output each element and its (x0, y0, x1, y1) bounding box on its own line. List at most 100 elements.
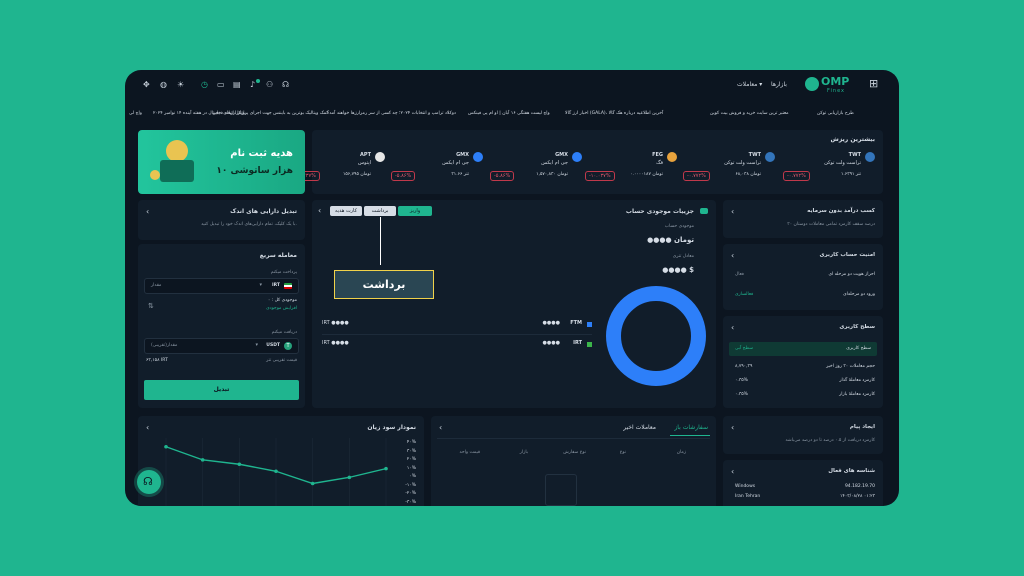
tab-gift-card[interactable]: کارت هدیه (330, 206, 362, 216)
pnl-point[interactable] (274, 469, 278, 474)
coin-card[interactable]: APT اپتوس ۱۵۶,۷۹۵ تومان -۷.۴۳۷% (293, 152, 385, 188)
level-row-label: کارمزد معاملهٔ بازار (839, 392, 875, 397)
tab-deposit[interactable]: واریز (398, 206, 432, 216)
chart-title: نمودار سود زیان (367, 424, 416, 431)
coin-name: اپتوس (358, 160, 371, 166)
coin-symbol: TWT (848, 152, 861, 158)
col-order-type: نوع سفارش (563, 450, 586, 455)
signup-banner[interactable]: هدیه ثبت نام ۱۰ هزار ساتوشی (138, 130, 305, 194)
chevron-left-icon[interactable]: ‹ (146, 207, 150, 216)
tab-recent-trades[interactable]: معاملات اخیر (623, 424, 656, 431)
panel-title: بیشترین ریزش (830, 136, 875, 143)
holding-row[interactable]: IRT ●●●● IRT ●●●● (322, 338, 592, 352)
increase-balance-link[interactable]: افزایش موجودی (266, 306, 297, 311)
y-tick-label: ۳۰% (406, 448, 416, 454)
coin-symbol: GMX (456, 152, 469, 158)
session-time: ۱۴۰۳/۰۸/۲۸ ۰۱:۲۳ (840, 494, 875, 499)
coin-card[interactable]: TWT تراست ولت توکن ۱.۶۳۹۱ تتر -۰.۷۷۲% (783, 152, 875, 188)
pnl-point[interactable] (200, 458, 205, 462)
app-window: ⊞ OMP Finex بازارها معاملات ▾ ☊ ⚇ ♪ ▤ ▭ … (125, 70, 899, 506)
coin-card[interactable]: GMX جی ام ایکس ۱,۵۷۰,۸۳۰ تومان -۵.۸۶% (490, 152, 582, 188)
convert-submit-button[interactable]: تبدیل (144, 380, 299, 400)
triangle-icon (572, 152, 582, 162)
alerts-panel[interactable]: ایجاد پیام کارمزد دریافت از ۰.۵ درصد تا … (723, 416, 883, 454)
triangle-icon (473, 152, 483, 162)
chevron-left-icon[interactable]: ‹ (731, 251, 735, 260)
alerts-desc: کارمزد دریافت از ۰.۵ درصد تا دو درصد می‌… (785, 438, 875, 443)
chevron-left-icon[interactable]: ‹ (439, 423, 443, 432)
ticker-item[interactable]: معتبر ترین سایت خرید و فروش بیت کوین (710, 111, 789, 116)
ticker-item[interactable]: کمک ویتالیک بوترین به بایننس جهت اجرای پ… (213, 111, 329, 116)
chevron-left-icon[interactable]: ‹ (731, 423, 735, 432)
ticker-item[interactable]: دوکلاد ترامپ و انتخابات ۲۰۲۴؛ چه کسی از … (327, 111, 456, 116)
tab-withdraw[interactable]: برداشت (364, 206, 396, 216)
chevron-left-icon[interactable]: ‹ (731, 207, 735, 216)
tab-open-orders[interactable]: سفارشات باز (674, 424, 708, 431)
chevron-down-icon: ▾ (259, 282, 262, 288)
logo-mark-icon (805, 77, 819, 91)
chevron-left-icon[interactable]: ‹ (731, 467, 735, 476)
wallet-panel: جزییات موجودی حساب واریز برداشت کارت هدی… (312, 200, 716, 408)
convert-assets-panel[interactable]: تبدیل دارایی های اندک با یک کلیک، تمام د… (138, 200, 305, 240)
nav-trades[interactable]: معاملات ▾ (737, 81, 763, 88)
user-icon[interactable]: ⚇ (266, 80, 274, 89)
chevron-left-icon[interactable]: ‹ (731, 323, 735, 332)
empty-state-icon (545, 474, 577, 506)
settings-icon[interactable]: ✥ (143, 80, 150, 89)
ticker-item[interactable]: اخبار ارز گالا (GALA)، آخرین اطلاعیه درب… (565, 111, 664, 116)
row-irt: IRT ●●●● (322, 340, 349, 346)
bell-icon[interactable]: ♪ (250, 80, 256, 89)
pnl-point[interactable] (347, 475, 352, 480)
receive-input[interactable]: مقدار(تقریبی) T USDT ▾ (144, 338, 299, 354)
rate-label: قیمت تقریبی تتر (266, 358, 297, 363)
ticker-item[interactable]: طرح بازاریابی توکن (817, 111, 854, 116)
coin-card[interactable]: FEG فگ ۰.۰۰۰۰۱۸۷ تومان -۱۰.۰۳۷% (585, 152, 677, 188)
y-tick-label: -۲۰% (405, 491, 416, 496)
clock-icon[interactable]: ◷ (201, 80, 208, 89)
pay-currency[interactable]: IRT (271, 283, 280, 288)
pnl-point[interactable] (164, 444, 168, 449)
ftm-color-dot (587, 322, 592, 327)
ticker-item[interactable]: واچ لی (129, 111, 142, 116)
wallet-icon[interactable]: ▭ (217, 80, 225, 89)
pnl-point[interactable] (384, 466, 388, 471)
support-chat-button[interactable]: ☊ (137, 470, 161, 494)
nav-markets[interactable]: بازارها (771, 81, 787, 88)
level-row-value: ۰.۳۵% (735, 392, 748, 397)
income-panel[interactable]: کسب درآمد بدون سرمایه ۳۰ درصد سقف کارمزد… (723, 200, 883, 238)
y-tick-label: ۲۰% (406, 457, 416, 462)
swap-icon[interactable]: ⇅ (148, 302, 154, 310)
session-location: Iran Tehran (735, 494, 761, 499)
tabs-divider (437, 438, 710, 439)
pay-input[interactable]: مقدار IRT ▾ (144, 278, 299, 294)
coin-card[interactable]: GMX جی ام ایکس ۳۱.۶۶ تتر -۵.۸۶% (391, 152, 483, 188)
coin-name: تراست ولت توکن (724, 160, 761, 166)
session-ip: 94.182.19.70 (844, 484, 875, 489)
globe-icon[interactable]: ◍ (160, 80, 167, 89)
ticker-item[interactable]: بازار ارزهای دیجیتال در هفته آینده ۱۴ نو… (153, 111, 246, 116)
ticker-item[interactable]: واچ لیست هفتگی ۱۶ آبان | او ام پی فینکس (468, 111, 550, 116)
quick-trade-title: معامله سریع (259, 252, 297, 259)
document-icon[interactable]: ▤ (233, 80, 241, 89)
holding-row[interactable]: FTM ●●●● IRT ●●●● (322, 318, 592, 332)
pnl-point[interactable] (310, 481, 315, 486)
receive-currency[interactable]: USDT (266, 343, 280, 348)
level-row-value: ۸,۷۹۰,۳۹ (735, 364, 753, 369)
sessions-title: شناسه های فعال (828, 468, 875, 474)
login-2fa-activate[interactable]: فعالسازی (735, 292, 754, 297)
coin-change-badge: -۱۰.۰۳۷% (585, 171, 615, 181)
theme-sun-icon[interactable]: ☀ (177, 80, 185, 89)
chevron-left-icon[interactable]: ‹ (318, 206, 322, 215)
2fa-status: فعال (735, 272, 744, 277)
coin-value: ۱۵۶,۷۹۵ تومان (342, 172, 371, 177)
session-os: Windows (735, 484, 756, 489)
pnl-point[interactable] (237, 462, 242, 467)
chevron-left-icon[interactable]: ‹ (146, 423, 150, 432)
tooltip-connector (380, 217, 381, 265)
apps-grid-icon[interactable]: ⊞ (869, 77, 879, 90)
headset-icon[interactable]: ☊ (282, 80, 290, 89)
convert-desc: با یک کلیک، تمام دارایی‌های اندک خود را … (201, 222, 297, 227)
y-tick-label: ۰% (409, 474, 416, 479)
logo[interactable]: OMP Finex (801, 74, 865, 98)
coin-card[interactable]: TWT تراست ولت توکن ۶۸,۰۳۸ تومان -۰.۷۷۲% (683, 152, 775, 188)
